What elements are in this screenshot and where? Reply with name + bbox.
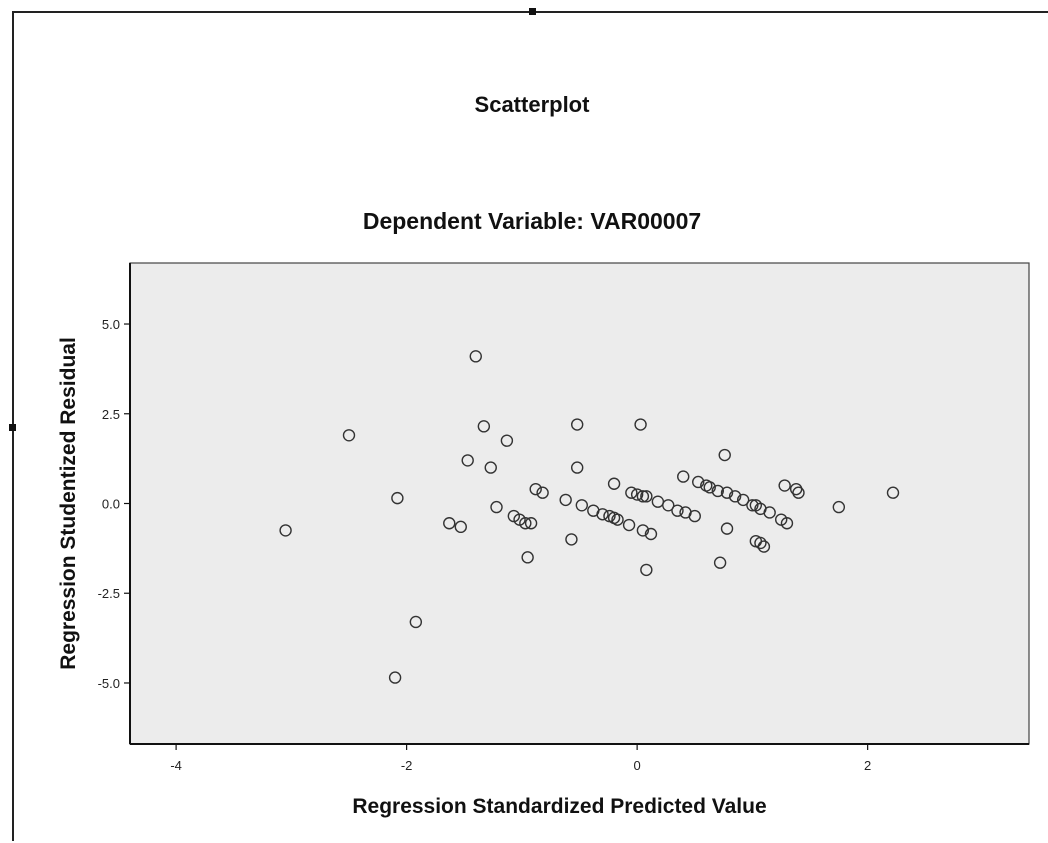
data-point (570, 461, 584, 474)
data-point (443, 517, 456, 530)
data-point (746, 499, 759, 512)
frame-handle-left[interactable] (9, 424, 16, 431)
data-point (832, 500, 846, 514)
data-point (703, 481, 716, 494)
data-point (780, 517, 794, 530)
y-tick-label: 5.0 (102, 317, 120, 332)
data-point (757, 540, 771, 553)
data-point (461, 454, 474, 467)
y-tick-label: 0.0 (102, 497, 120, 512)
data-point (536, 486, 549, 499)
data-point (500, 434, 514, 447)
y-axis-title: Regression Studentized Residual (57, 337, 80, 670)
data-point (630, 488, 644, 501)
data-point (570, 418, 584, 431)
x-tick-label: -2 (401, 758, 413, 773)
chart-title: Scatterplot (474, 92, 590, 117)
data-point (713, 556, 727, 569)
x-axis-title: Regression Standardized Predicted Value (352, 795, 766, 818)
data-point (409, 615, 423, 629)
data-point (279, 524, 292, 537)
data-point (677, 470, 690, 483)
plot-area (129, 262, 1030, 745)
data-point (519, 517, 532, 530)
y-tick-label: 2.5 (102, 407, 120, 422)
data-point (886, 486, 900, 499)
data-point (636, 490, 650, 503)
x-tick-label: 0 (634, 758, 641, 773)
data-point (622, 518, 636, 532)
data-point (565, 533, 578, 546)
data-point (484, 461, 497, 474)
data-point (688, 509, 701, 523)
y-tick-label: -2.5 (98, 586, 120, 601)
data-point (529, 482, 542, 496)
data-point (342, 429, 356, 442)
data-point (644, 527, 658, 541)
data-point (611, 513, 624, 526)
data-point (388, 671, 402, 684)
data-point (718, 448, 731, 462)
data-point (524, 517, 538, 530)
data-point (662, 499, 675, 512)
data-point (754, 536, 767, 550)
data-point (792, 486, 805, 499)
data-point (671, 504, 684, 517)
data-point (720, 486, 734, 499)
data-point (490, 500, 503, 514)
data-point (391, 491, 404, 505)
data-point (454, 520, 467, 534)
x-tick-label: -4 (170, 758, 182, 773)
data-point (469, 350, 482, 363)
data-point (778, 479, 791, 492)
data-point (625, 486, 638, 499)
data-point (640, 563, 653, 577)
data-point (634, 418, 647, 431)
data-point (736, 493, 750, 507)
data-point (607, 477, 621, 490)
data-point (575, 499, 589, 512)
data-point (477, 420, 491, 433)
data-point (728, 490, 742, 503)
data-point (636, 524, 650, 537)
frame-handle-top[interactable] (529, 8, 536, 15)
data-point (559, 493, 572, 507)
y-tick-label: -5.0 (98, 676, 120, 691)
data-point (640, 490, 653, 503)
data-point (692, 475, 705, 489)
data-point (596, 508, 609, 521)
data-point (763, 506, 776, 519)
data-point (720, 522, 734, 535)
chart-subtitle: Dependent Variable: VAR00007 (362, 208, 702, 234)
data-point (711, 484, 725, 498)
data-point (521, 551, 534, 564)
x-tick-label: 2 (864, 758, 871, 773)
